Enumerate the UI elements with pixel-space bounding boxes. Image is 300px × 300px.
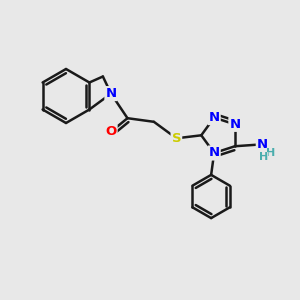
Text: N: N bbox=[208, 146, 220, 160]
Text: N: N bbox=[208, 111, 220, 124]
Text: H: H bbox=[259, 152, 268, 162]
Text: N: N bbox=[105, 87, 116, 100]
Text: N: N bbox=[230, 118, 241, 131]
Text: S: S bbox=[172, 132, 181, 145]
Text: N: N bbox=[256, 138, 268, 151]
Text: H: H bbox=[266, 148, 276, 158]
Text: O: O bbox=[105, 125, 117, 138]
